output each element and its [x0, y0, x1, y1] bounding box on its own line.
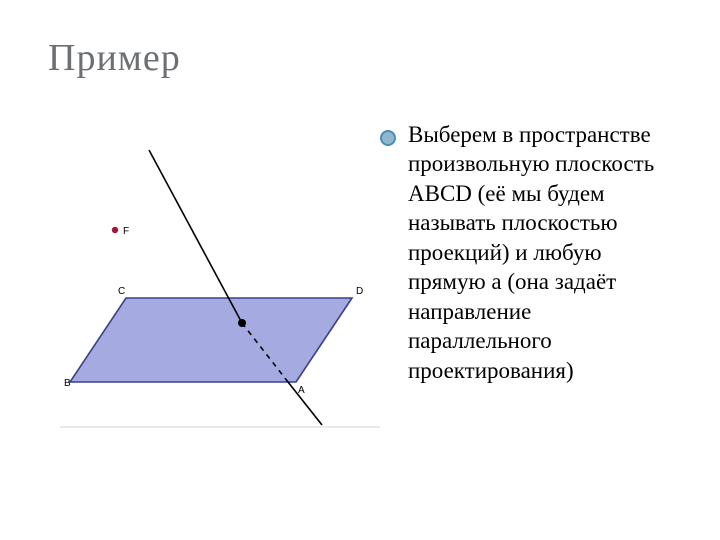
line-a-lower	[288, 382, 322, 425]
slide: Пример Выберем в пространстве произвольн…	[0, 0, 720, 540]
label-d: D	[356, 286, 363, 297]
plane-abcd	[70, 298, 352, 382]
diagram-svg: A B C D F	[60, 130, 380, 430]
body-text: Выберем в пространстве произвольную плос…	[408, 120, 680, 385]
line-a-upper	[149, 150, 242, 323]
intersection-point	[238, 319, 246, 327]
geometry-diagram: A B C D F	[60, 130, 380, 430]
label-a: A	[298, 385, 305, 396]
label-f: F	[123, 226, 129, 237]
point-f	[112, 227, 118, 233]
slide-title: Пример	[48, 36, 181, 80]
label-b: B	[64, 378, 71, 389]
bullet-icon	[380, 130, 396, 146]
label-c: C	[118, 286, 125, 297]
content-block: Выберем в пространстве произвольную плос…	[380, 120, 680, 385]
